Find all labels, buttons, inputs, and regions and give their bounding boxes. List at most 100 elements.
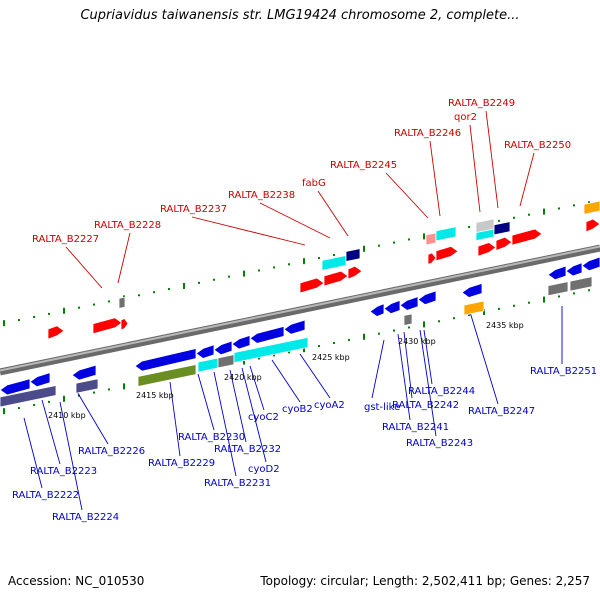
- reverse-gene-label: RALTA_B2241: [382, 422, 449, 433]
- reverse-gene-label: RALTA_B2231: [204, 478, 271, 489]
- gene-feature: [383, 299, 401, 315]
- gene-feature: [120, 318, 129, 331]
- reverse-gene-label: RALTA_B2243: [406, 438, 473, 449]
- gene-feature: [0, 384, 57, 408]
- gene-feature: [461, 282, 483, 298]
- reverse-gene-leader-line: [41, 399, 61, 465]
- gene-feature: [399, 296, 419, 311]
- forward-gene-leader-line: [385, 172, 429, 219]
- reverse-gene-leader-line: [229, 369, 247, 443]
- gene-feature: [427, 252, 437, 266]
- reverse-gene-leader-line: [271, 359, 301, 403]
- reverse-gene-leader-line: [371, 339, 385, 399]
- gene-feature: [417, 290, 437, 306]
- reverse-gene-leader-line: [397, 333, 411, 421]
- reverse-gene-leader-line: [469, 311, 499, 405]
- gene-feature: [195, 344, 215, 359]
- gene-feature: [511, 228, 543, 246]
- reverse-gene-leader-line: [213, 371, 237, 477]
- reverse-gene-label: RALTA_B2223: [30, 466, 97, 477]
- forward-gene-label: RALTA_B2238: [228, 190, 295, 201]
- forward-gene-label: RALTA_B2245: [330, 160, 397, 171]
- reverse-gene-label: RALTA_B2230: [178, 432, 245, 443]
- gene-feature: [347, 265, 363, 280]
- reverse-gene-leader-line: [403, 331, 413, 399]
- reverse-gene-leader-line: [75, 389, 109, 445]
- gene-feature: [0, 378, 31, 396]
- forward-gene-leader-line: [317, 190, 349, 237]
- gene-feature: [29, 372, 51, 388]
- kbp-labels: 2410 kbp 2415 kbp 2420 kbp 2425 kbp 2430 kbp…: [48, 321, 524, 420]
- reverse-gene-label: RALTA_B2242: [392, 400, 459, 411]
- gene-feature: [213, 340, 233, 356]
- forward-gene-label: RALTA_B2228: [94, 220, 161, 231]
- forward-gene-label: RALTA_B2246: [394, 128, 461, 139]
- gene-feature: [477, 242, 497, 257]
- reverse-gene-label: RALTA_B2222: [12, 490, 79, 501]
- chromosome-backbone: [0, 244, 600, 376]
- genome-stats-text: Topology: circular; Length: 2,502,411 bp…: [260, 574, 590, 588]
- gene-feature: [565, 262, 583, 277]
- reverse-gene-label: cyoB2: [282, 404, 313, 415]
- reverse-gene-leader-line: [249, 365, 265, 411]
- gene-feature: [75, 378, 99, 394]
- gene-feature: [569, 276, 593, 292]
- reverse-gene-label: RALTA_B2251: [530, 366, 597, 377]
- gene-feature: [323, 270, 349, 287]
- reverse-gene-leader-line: [23, 417, 43, 489]
- gene-feature: [71, 364, 97, 381]
- gene-feature: [321, 255, 347, 271]
- reverse-gene-leader-line: [197, 373, 215, 431]
- gene-feature: [345, 248, 361, 262]
- reverse-gene-label: RALTA_B2224: [52, 512, 119, 523]
- gene-feature: [547, 281, 569, 297]
- forward-gene-leader-line: [117, 232, 131, 284]
- forward-gene-leader-line: [259, 202, 331, 239]
- gene-feature: [249, 325, 285, 344]
- kbp-label: 2410 kbp: [48, 411, 86, 420]
- reverse-gene-label: RALTA_B2247: [468, 406, 535, 417]
- reverse-gene-leader-line: [423, 329, 433, 385]
- forward-gene-leader-line: [429, 140, 441, 217]
- reverse-gene-label: gst-like: [364, 402, 400, 413]
- gene-feature: [283, 319, 306, 335]
- gene-feature: [118, 296, 126, 309]
- forward-gene-label: RALTA_B2250: [504, 140, 571, 151]
- gene-feature: [369, 303, 385, 317]
- gene-feature: [47, 325, 65, 340]
- gene-feature: [463, 300, 485, 316]
- backbone-line: [0, 244, 600, 376]
- forward-gene-leader-line: [469, 124, 481, 213]
- gene-feature: [493, 221, 511, 236]
- gene-feature: [435, 226, 457, 242]
- gene-feature: [403, 313, 413, 326]
- gene-feature: [475, 218, 495, 234]
- gene-feature: [217, 354, 235, 369]
- gene-feature: [231, 334, 251, 350]
- reverse-gene-label: RALTA_B2226: [78, 446, 145, 457]
- reverse-gene-leader-line: [419, 329, 437, 437]
- reverse-gene-label: RALTA_B2229: [148, 458, 215, 469]
- gene-feature: [435, 245, 459, 262]
- reverse-gene-leader-line: [59, 401, 83, 511]
- reverse-gene-label: cyoC2: [248, 412, 279, 423]
- reverse-gene-leader-line: [299, 353, 331, 399]
- label-leader-lines: [23, 110, 563, 511]
- gene-feature: [547, 265, 567, 281]
- forward-gene-leader-line: [485, 110, 499, 209]
- gene-feature: [495, 236, 513, 252]
- gene-feature: [581, 256, 600, 272]
- gene-feature: [137, 364, 197, 387]
- gene-feature: [233, 336, 309, 364]
- kbp-label: 2415 kbp: [136, 391, 174, 400]
- forward-gene-leader-line: [191, 216, 306, 246]
- reverse-gene-label: RALTA_B2244: [408, 386, 475, 397]
- gene-feature: [197, 357, 219, 373]
- backbone-highlight: [0, 245, 600, 372]
- kbp-label: 2425 kbp: [312, 353, 350, 362]
- forward-gene-label: fabG: [302, 178, 326, 189]
- gene-feature: [299, 277, 325, 294]
- kbp-label: 2420 kbp: [224, 373, 262, 382]
- forward-gene-leader-line: [519, 152, 535, 207]
